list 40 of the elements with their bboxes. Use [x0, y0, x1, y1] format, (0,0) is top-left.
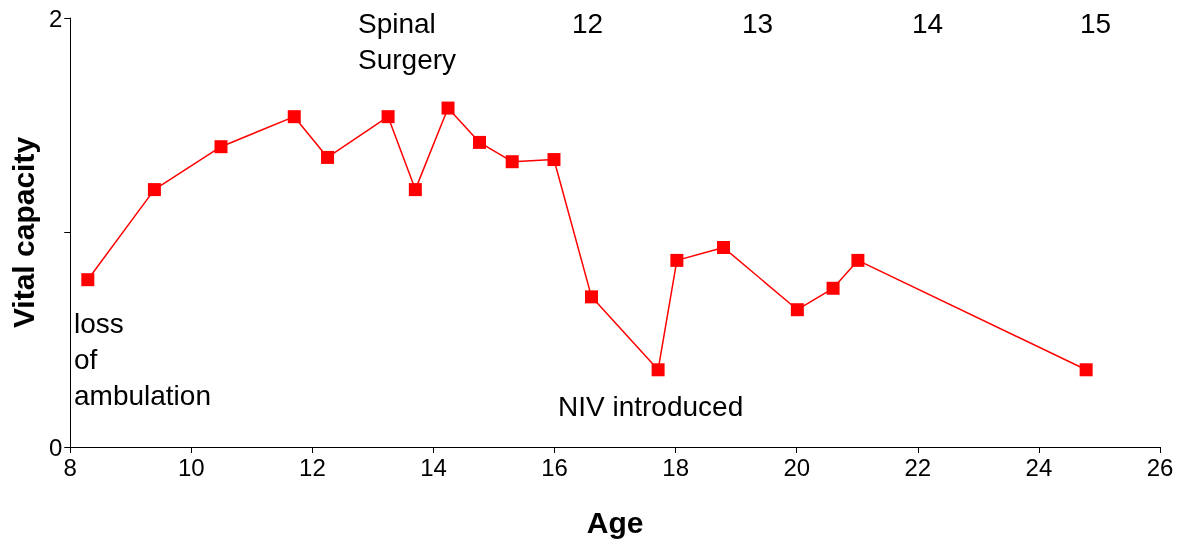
- x-tick-label: 24: [1025, 453, 1053, 481]
- point: [147, 183, 161, 197]
- point: [826, 281, 840, 295]
- point: [381, 110, 395, 124]
- point: [651, 363, 665, 377]
- point: [1079, 363, 1093, 377]
- annotation: Spinal Surgery: [358, 7, 457, 75]
- point: [321, 150, 335, 164]
- x-tick-label: 20: [783, 453, 811, 481]
- x-tick-label: 16: [541, 453, 568, 481]
- x-tick-label: 12: [299, 453, 326, 481]
- x-tick-label: 14: [420, 453, 447, 481]
- point: [408, 183, 422, 197]
- point: [81, 273, 95, 287]
- point: [441, 101, 455, 115]
- annotation: 13: [742, 7, 774, 39]
- point: [851, 253, 865, 267]
- point: [585, 290, 599, 304]
- annotation: 14: [912, 7, 944, 39]
- x-tick-label: 22: [904, 453, 932, 481]
- x-tick-label: 18: [662, 453, 690, 481]
- point: [670, 253, 684, 267]
- annotation: 12: [572, 7, 604, 39]
- annotation: loss of ambulation: [74, 307, 211, 411]
- x-axis-title: Age: [586, 505, 644, 539]
- x-tick-label: 8: [63, 453, 77, 481]
- x-tick-label: 10: [177, 453, 205, 481]
- y-axis-title: Vital capacity: [6, 136, 40, 329]
- point: [547, 153, 561, 167]
- point: [790, 303, 804, 317]
- point: [473, 135, 487, 149]
- point: [716, 241, 730, 255]
- x-tick-label: 26: [1146, 453, 1174, 481]
- y-tick-label: 0: [48, 433, 63, 461]
- point: [505, 155, 519, 169]
- point: [287, 110, 301, 124]
- annotation: NIV introduced: [558, 390, 744, 422]
- point: [214, 140, 228, 154]
- y-tick-label: 2: [48, 4, 63, 32]
- annotation: 15: [1080, 7, 1112, 39]
